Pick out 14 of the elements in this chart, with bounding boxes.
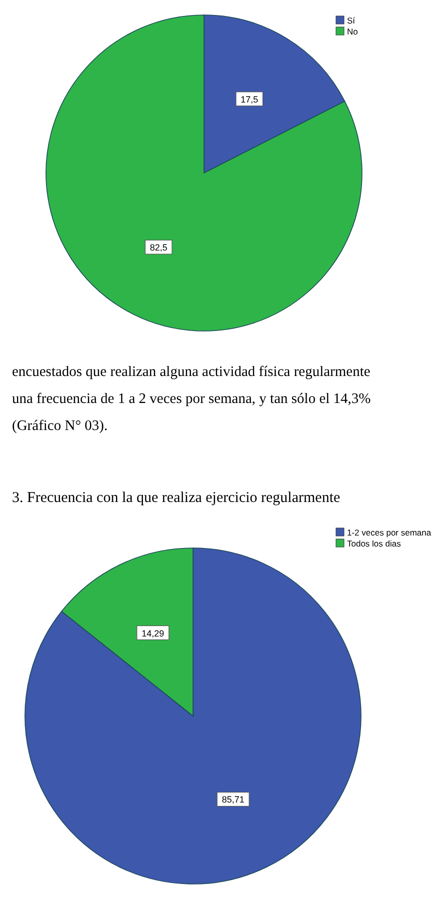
- data-label: 14,29: [142, 628, 164, 638]
- pie-slice: [24, 548, 362, 884]
- pie-slice: [46, 14, 362, 332]
- legend-label: No: [347, 26, 358, 36]
- data-label: 17,5: [240, 94, 258, 104]
- legend-label: 1-2 veces por semana: [347, 528, 432, 538]
- text: encuestados que realizan alguna actividad física regularmente: [12, 364, 370, 380]
- data-label: 85,71: [222, 794, 244, 805]
- legend-label: Todos los dias: [347, 538, 401, 548]
- legend-label: Sí: [347, 16, 356, 26]
- data-label: 82,5: [150, 242, 168, 253]
- text: (Gráfico N° 03).: [12, 418, 108, 434]
- text: una frecuencia de 1 a 2 veces por semana, y tan sólo el 14,3%: [12, 391, 371, 407]
- chart-title: 3. Frecuencia con la que realiza ejercicio regularmente: [12, 490, 340, 506]
